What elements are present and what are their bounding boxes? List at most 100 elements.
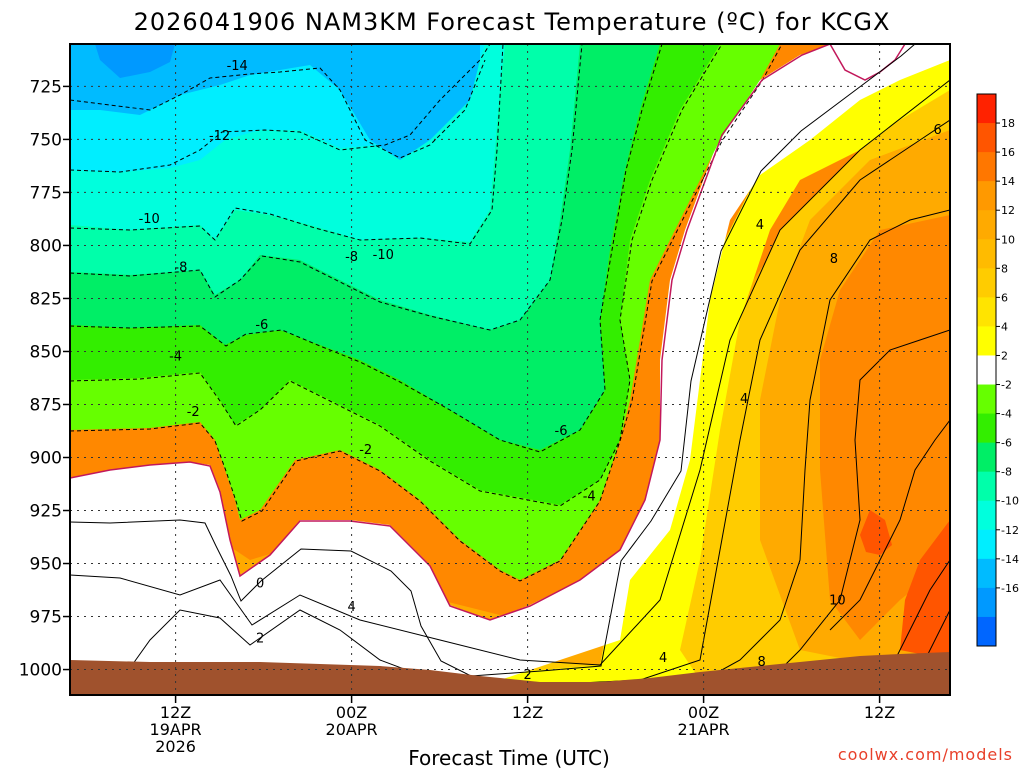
contour-label: -10 (139, 212, 160, 227)
colorbar-swatch (977, 268, 996, 298)
colorbar-swatch (977, 181, 996, 211)
chart-title: 2026041906 NAM3KM Forecast Temperature (… (134, 8, 891, 36)
contour-label: -12 (209, 129, 230, 144)
colorbar-label: 14 (1001, 175, 1015, 188)
colorbar-label: 10 (1001, 233, 1015, 246)
y-tick-label: 800 (30, 236, 62, 256)
y-tick-label: 950 (30, 555, 62, 575)
colorbar-label: -16 (1001, 582, 1019, 595)
colorbar-label: -2 (1001, 379, 1012, 392)
colorbar-label: -12 (1001, 524, 1019, 537)
contour-minus-4 (70, 44, 723, 507)
y-tick-label: 775 (30, 183, 62, 203)
colorbar-label: -8 (1001, 466, 1012, 479)
contour-label: 6 (934, 123, 942, 138)
colorbar-swatch (977, 326, 996, 356)
contour-zero-right (829, 44, 906, 81)
colorbar-swatch (977, 500, 996, 531)
x-tick-label: 00Z (688, 703, 719, 722)
colorbar-swatch (977, 210, 996, 240)
contour-label: 4 (756, 218, 764, 233)
contour-label: 4 (659, 651, 667, 666)
contour-plus-4 (70, 79, 950, 666)
contour-minus-6 (70, 44, 663, 453)
contour-label: -6 (255, 318, 268, 333)
x-tick-label: 2026 (155, 737, 196, 756)
y-tick-label: 1000 (19, 661, 62, 681)
contour-label: -10 (373, 248, 394, 263)
ground-fill (70, 652, 950, 695)
contour-label: 10 (829, 594, 846, 609)
colorbar-swatch (977, 152, 996, 182)
colorbar-swatch (977, 442, 996, 473)
x-tick-label: 12Z (160, 703, 191, 722)
plot-frame (69, 43, 951, 696)
contour-label: -6 (555, 424, 568, 439)
fill-blue-core (95, 44, 175, 78)
contour-label: 8 (830, 252, 838, 267)
x-axis-title: Forecast Time (UTC) (408, 746, 610, 768)
x-tick-label: 19APR (150, 720, 202, 739)
colorbar-label: 6 (1001, 291, 1008, 304)
colorbar: 18 16 14 12 10 8 6 4 2 -2 -4 -6 -8 -10 -12 -14 -16 (976, 93, 1019, 647)
contour-label: 4 (347, 600, 355, 615)
y-tick-label: 725 (30, 77, 62, 97)
colorbar-label: -14 (1001, 553, 1019, 566)
contour-plus-12 (829, 419, 950, 631)
colorbar-swatch (977, 471, 996, 502)
x-tick-label: 00Z (336, 703, 367, 722)
colorbar-swatch (977, 558, 996, 589)
contour-minus-12 (70, 44, 491, 173)
x-tick-label: 12Z (864, 703, 895, 722)
colorbar-label: 8 (1001, 262, 1008, 275)
y-tick-label: 850 (30, 342, 62, 362)
colorbar-swatch (977, 239, 996, 269)
contour-zero (70, 44, 831, 621)
colorbar-swatch (977, 529, 996, 560)
plot-area (70, 44, 950, 695)
colorbar-swatch (977, 587, 996, 618)
y-tick-label: 925 (30, 502, 62, 522)
x-tick-label: 20APR (326, 720, 378, 739)
fill-red-cell (860, 510, 892, 555)
contour-minus-14 (70, 59, 486, 159)
contour-label: 8 (758, 655, 766, 670)
contour-minus-8 (70, 44, 583, 331)
contour-label: -14 (227, 59, 248, 74)
contour-label-layer: -14 -12 -10 -8 -8 -10 -6 -4 -2 -2 -6 -4 0 2 4 2 4 8 4 4 8 10 6 (139, 59, 942, 683)
colorbar-label: -6 (1001, 437, 1012, 450)
colorbar-swatch (977, 413, 996, 444)
colorbar-swatch (977, 355, 996, 386)
fill-sky-blue (70, 44, 480, 160)
contour-label: -8 (174, 261, 187, 276)
contour-label: -8 (345, 250, 358, 265)
y-tick-label: 750 (30, 130, 62, 150)
y-tick-label: 875 (30, 395, 62, 415)
colorbar-label: 12 (1001, 204, 1015, 217)
contour-label: -4 (583, 490, 596, 505)
y-tick-label: 975 (30, 608, 62, 628)
contour-label: -2 (187, 405, 200, 420)
y-tick-label: 825 (30, 289, 62, 309)
x-tick-label: 12Z (512, 703, 543, 722)
contour-label: 2 (523, 668, 531, 683)
colorbar-swatch (977, 123, 996, 153)
contour-label: -4 (169, 350, 182, 365)
colorbar-label: -10 (1001, 495, 1019, 508)
colorbar-swatch (977, 297, 996, 327)
credit-text: coolwx.com/models (838, 745, 1013, 764)
y-tick-label: 900 (30, 449, 62, 469)
colorbar-label: 2 (1001, 349, 1008, 362)
colorbar-label: 4 (1001, 320, 1008, 333)
contour-minus-2 (70, 44, 783, 582)
colorbar-label: 16 (1001, 146, 1015, 159)
y-axis: 725 750 775 800 825 850 875 900 925 950 975 1000 (19, 77, 70, 681)
contour-plus-2 (70, 44, 916, 677)
contour-label: 4 (740, 392, 748, 407)
colorbar-swatch (977, 94, 996, 124)
contour-label: 2 (256, 632, 264, 647)
colorbar-swatch (977, 384, 996, 415)
x-tick-label: 21APR (678, 720, 730, 739)
